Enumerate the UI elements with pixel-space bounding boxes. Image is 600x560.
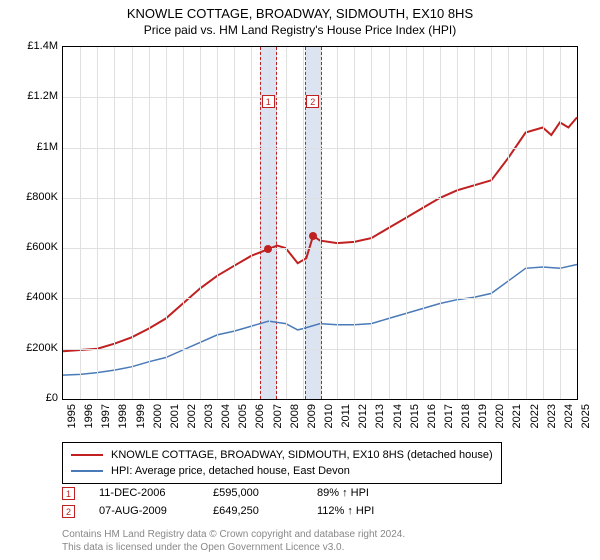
gridline-v [389,47,390,399]
gridline-v [149,47,150,399]
gridline-v [286,47,287,399]
xtick-label: 2012 [357,404,369,428]
xtick-label: 2001 [169,404,181,428]
xtick-label: 2014 [392,404,404,428]
ytick-label: £400K [26,291,58,303]
xtick-label: 2020 [494,404,506,428]
gridline-v [354,47,355,399]
gridline-v [132,47,133,399]
sales-date: 11-DEC-2006 [99,487,189,499]
legend-label: HPI: Average price, detached house, East… [111,465,350,477]
gridline-v [371,47,372,399]
xtick-label: 2024 [563,404,575,428]
xtick-label: 2010 [323,404,335,428]
gridline-v [406,47,407,399]
xtick-label: 1999 [135,404,147,428]
xtick-label: 2005 [237,404,249,428]
xtick-label: 2003 [203,404,215,428]
xtick-label: 2019 [477,404,489,428]
sales-marker-icon: 1 [62,487,75,500]
ytick-label: £600K [26,241,58,253]
xtick-label: 1997 [100,404,112,428]
xtick-label: 2013 [374,404,386,428]
gridline-v [217,47,218,399]
ytick-label: £800K [26,191,58,203]
xtick-label: 1995 [66,404,78,428]
chart-container: KNOWLE COTTAGE, BROADWAY, SIDMOUTH, EX10… [0,0,600,560]
xtick-label: 2004 [220,404,232,428]
gridline-v [508,47,509,399]
xtick-label: 2025 [580,404,592,428]
ytick-label: £1.4M [27,40,58,52]
gridline-v [80,47,81,399]
gridline-v [200,47,201,399]
gridline-v [491,47,492,399]
sales-marker-icon: 2 [62,505,75,518]
gridline-v [97,47,98,399]
sales-price: £649,250 [213,505,293,517]
xtick-label: 2008 [289,404,301,428]
title-line1: KNOWLE COTTAGE, BROADWAY, SIDMOUTH, EX10… [0,6,600,21]
xtick-label: 2002 [186,404,198,428]
xtick-label: 2023 [546,404,558,428]
xtick-label: 2009 [306,404,318,428]
gridline-v [560,47,561,399]
sale-marker-box: 2 [306,95,319,108]
xtick-label: 2006 [254,404,266,428]
ytick-label: £200K [26,342,58,354]
sale-marker-box: 1 [262,95,275,108]
footer-line1: Contains HM Land Registry data © Crown c… [62,528,405,541]
ytick-label: £1.2M [27,90,58,102]
xtick-label: 2000 [152,404,164,428]
sale-point-marker [264,245,272,253]
sales-row: 1 11-DEC-2006 £595,000 89% ↑ HPI [62,484,374,502]
sales-row: 2 07-AUG-2009 £649,250 112% ↑ HPI [62,502,374,520]
gridline-v [251,47,252,399]
sales-price: £595,000 [213,487,293,499]
gridline-v [474,47,475,399]
ytick-label: £1M [37,141,58,153]
gridline-v [320,47,321,399]
legend-box: KNOWLE COTTAGE, BROADWAY, SIDMOUTH, EX10… [62,442,502,484]
xtick-label: 1996 [83,404,95,428]
xtick-label: 2017 [443,404,455,428]
footer-line2: This data is licensed under the Open Gov… [62,541,405,554]
gridline-v [423,47,424,399]
legend-swatch-property [71,454,103,456]
title-block: KNOWLE COTTAGE, BROADWAY, SIDMOUTH, EX10… [0,0,600,37]
legend-row-hpi: HPI: Average price, detached house, East… [71,463,493,479]
xtick-label: 2021 [511,404,523,428]
ytick-label: £0 [46,392,58,404]
gridline-v [234,47,235,399]
gridline-v [457,47,458,399]
plot-area: 12 [62,46,578,400]
xtick-label: 2018 [460,404,472,428]
xtick-label: 2015 [409,404,421,428]
legend-swatch-hpi [71,470,103,472]
sales-date: 07-AUG-2009 [99,505,189,517]
gridline-v [183,47,184,399]
gridline-v [114,47,115,399]
xtick-label: 2007 [272,404,284,428]
legend-label: KNOWLE COTTAGE, BROADWAY, SIDMOUTH, EX10… [111,449,493,461]
xtick-label: 2016 [426,404,438,428]
gridline-v [337,47,338,399]
gridline-v [526,47,527,399]
sales-relative: 89% ↑ HPI [317,487,369,499]
legend-row-property: KNOWLE COTTAGE, BROADWAY, SIDMOUTH, EX10… [71,447,493,463]
sales-table: 1 11-DEC-2006 £595,000 89% ↑ HPI 2 07-AU… [62,484,374,520]
xtick-label: 2022 [529,404,541,428]
gridline-v [166,47,167,399]
gridline-v [303,47,304,399]
xtick-label: 2011 [340,404,352,428]
footer-text: Contains HM Land Registry data © Crown c… [62,528,405,554]
sales-relative: 112% ↑ HPI [317,505,374,517]
gridline-v [543,47,544,399]
title-line2: Price paid vs. HM Land Registry's House … [0,23,600,37]
xtick-label: 1998 [117,404,129,428]
gridline-v [440,47,441,399]
sale-point-marker [309,232,317,240]
